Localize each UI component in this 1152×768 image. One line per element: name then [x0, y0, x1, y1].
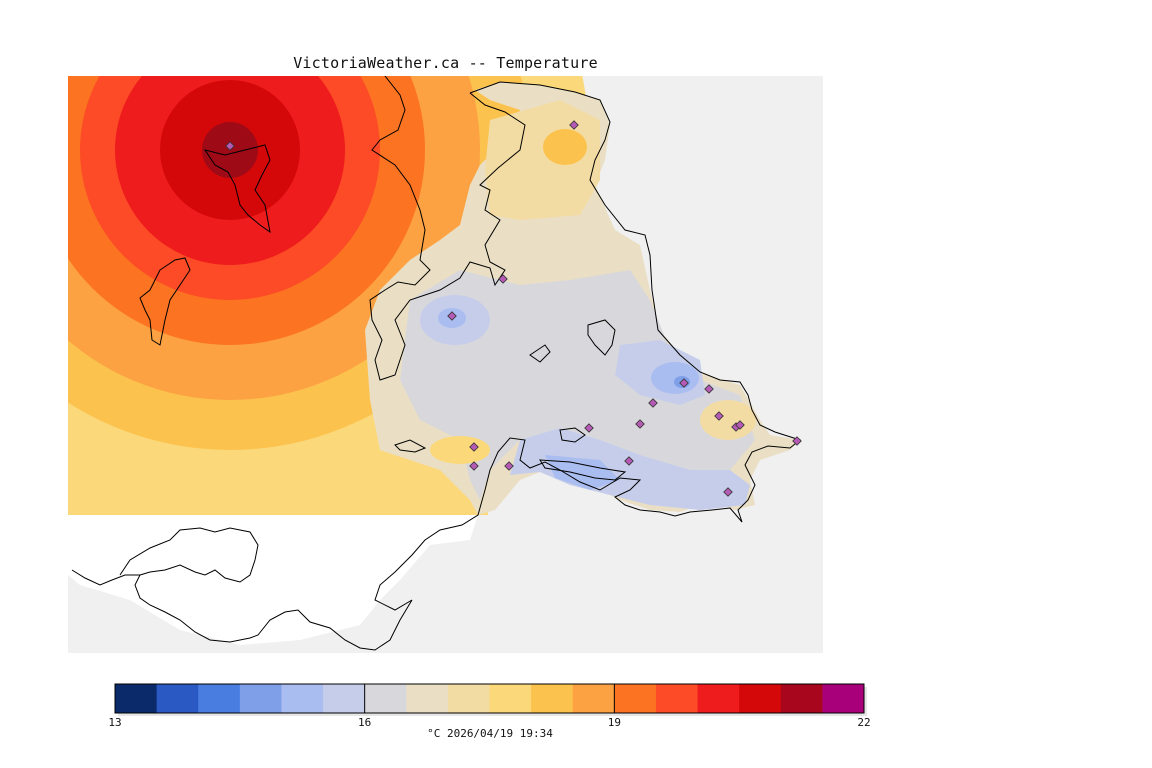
contour-cool-core: [651, 362, 699, 394]
station-marker: [225, 141, 235, 151]
coastline: [587, 319, 616, 356]
coastlines: [71, 76, 802, 651]
coastline: [139, 257, 191, 346]
station-marker: [648, 398, 658, 408]
colorbar-swatch: [406, 684, 449, 713]
contour-cool: [510, 428, 750, 510]
no-data-region: [68, 515, 478, 645]
colorbar-swatch: [572, 684, 615, 713]
station-marker: [469, 442, 479, 452]
contour-grey: [400, 270, 755, 500]
colorbar-swatch: [323, 684, 366, 713]
station-markers: [225, 120, 802, 497]
coastline: [529, 344, 551, 363]
colorbar-swatch: [531, 684, 574, 713]
station-marker: [714, 411, 724, 421]
station-marker: [792, 436, 802, 446]
contour-east-warm: [700, 400, 756, 440]
colorbar-swatch: [614, 684, 657, 713]
colorbar-swatch: [489, 684, 532, 713]
coastline: [394, 439, 427, 453]
coastline: [559, 427, 586, 443]
station-marker: [584, 423, 594, 433]
colorbar: [114, 683, 867, 716]
colorbar-swatch: [156, 684, 199, 713]
colorbar-swatch: [822, 684, 865, 713]
colorbar-tick-label: 22: [857, 716, 871, 729]
colorbar-swatch: [655, 684, 699, 713]
contour-cool: [545, 455, 620, 490]
station-marker: [723, 487, 733, 497]
station-marker: [498, 274, 508, 284]
colorbar-swatch: [281, 684, 324, 713]
coastline: [539, 459, 627, 481]
colorbar-caption: °C 2026/04/19 19:34: [427, 727, 553, 740]
coastline: [71, 81, 802, 651]
colorbar-swatch: [697, 684, 740, 713]
coastline: [119, 527, 259, 583]
colorbar-swatch: [239, 684, 282, 713]
colorbar-tick-label: 16: [358, 716, 372, 729]
contour-west-warm: [430, 436, 490, 464]
coastline: [203, 144, 271, 234]
station-marker: [635, 419, 645, 429]
colorbar-swatch: [364, 684, 407, 713]
station-marker: [735, 420, 745, 430]
station-marker: [469, 461, 479, 471]
station-marker: [624, 456, 634, 466]
station-marker: [569, 120, 579, 130]
colorbar-swatch: [739, 684, 782, 713]
colorbar-tick-label: 19: [607, 716, 621, 729]
coastline: [369, 76, 526, 381]
station-marker: [704, 384, 714, 394]
colorbar-swatch: [780, 684, 823, 713]
station-marker: [504, 461, 514, 471]
contour-north-warm-core: [543, 129, 587, 165]
colorbar-swatch: [115, 684, 158, 713]
colorbar-swatch: [447, 684, 490, 713]
station-marker: [447, 311, 457, 321]
colorbar-tick-label: 13: [108, 716, 122, 729]
colorbar-swatch: [198, 684, 241, 713]
contour-north-warm: [485, 100, 600, 220]
station-marker: [679, 378, 689, 388]
page-title: VictoriaWeather.ca -- Temperature: [293, 54, 598, 72]
